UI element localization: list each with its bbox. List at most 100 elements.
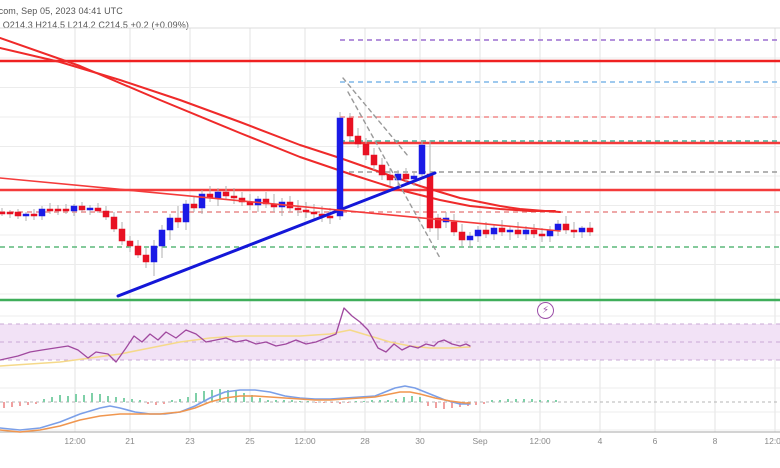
candle-body — [102, 210, 110, 218]
candle-body — [450, 221, 458, 233]
candle-body — [538, 233, 546, 237]
candle-body — [14, 211, 22, 217]
x-axis-tick-label: 8 — [712, 436, 718, 446]
macd-histogram-bar — [275, 400, 277, 402]
macd-histogram-bar — [147, 402, 149, 404]
candle-body — [142, 254, 150, 263]
macd-histogram-bar — [339, 402, 341, 404]
macd-histogram-bar — [107, 396, 109, 402]
macd-histogram-bar — [307, 401, 309, 402]
macd-histogram-bar — [491, 400, 493, 402]
candle-body — [286, 201, 294, 209]
candle-body — [434, 217, 442, 229]
macd-histogram-bar — [123, 398, 125, 402]
macd-histogram-bar — [387, 400, 389, 402]
macd-histogram-bar — [115, 397, 117, 402]
macd-signal-line — [0, 391, 471, 433]
candle-body — [522, 229, 530, 235]
x-axis-tick-label: 30 — [415, 436, 425, 446]
macd-histogram-bar — [379, 400, 381, 402]
macd-histogram-bar — [43, 399, 45, 402]
candle-body — [418, 144, 426, 175]
macd-histogram-bar — [195, 393, 197, 402]
macd-histogram-bar — [459, 402, 461, 407]
lightning-glyph: ⚡ — [541, 304, 550, 316]
candle-body — [326, 215, 334, 219]
macd-histogram-bar — [83, 395, 85, 402]
trendline-ascending-support-blue — [116, 171, 437, 298]
x-axis-tick-label: 12:00 — [764, 436, 780, 446]
candle-body — [174, 217, 182, 223]
x-axis-tick-label: 12:00 — [294, 436, 316, 446]
macd-histogram-bar — [347, 402, 349, 403]
candle-body — [386, 174, 394, 181]
candle-body — [46, 208, 54, 212]
x-axis-tick-label: 12:00 — [529, 436, 551, 446]
macd-histogram-bar — [403, 397, 405, 402]
candle-body — [506, 229, 514, 233]
macd-histogram-bar — [291, 400, 293, 402]
macd-histogram-bar — [75, 394, 77, 402]
candle-body — [490, 227, 498, 235]
stoch-band — [0, 324, 780, 360]
candle-body — [370, 154, 378, 166]
candle-body — [410, 175, 418, 180]
candle-body — [278, 201, 286, 208]
macd-histogram-bar — [475, 402, 477, 405]
candle-body — [554, 223, 562, 231]
candle-body — [126, 240, 134, 247]
candle-body — [378, 164, 386, 176]
candle-body — [586, 227, 594, 233]
candle-body — [222, 191, 230, 197]
candle-body — [30, 213, 38, 217]
macd-histogram-bar — [67, 396, 69, 402]
candle-body — [302, 209, 310, 213]
candle-body — [230, 195, 238, 199]
candle-body — [270, 203, 278, 208]
macd-histogram-bar — [395, 399, 397, 402]
macd-histogram-bar — [363, 401, 365, 402]
x-axis-tick-label: 21 — [125, 436, 135, 446]
lightning-badge-icon[interactable]: ⚡ — [537, 302, 554, 319]
candle-body — [110, 216, 118, 230]
candle-body — [262, 198, 270, 205]
macd-histogram-bar — [171, 400, 173, 402]
candle-body — [482, 229, 490, 235]
ohlc-legend: E O214.3 H214.5 L214.2 C214.5 +0.2 (+0.0… — [0, 20, 189, 30]
macd-histogram-bar — [219, 389, 221, 402]
macd-histogram-bar — [555, 400, 557, 402]
macd-histogram-bar — [19, 402, 21, 406]
candle-body — [458, 231, 466, 241]
candle-body — [0, 211, 6, 215]
macd-histogram-bar — [139, 400, 141, 402]
candle-body — [442, 217, 450, 223]
candle-body — [86, 207, 94, 211]
candle-body — [466, 235, 474, 241]
macd-line — [0, 385, 471, 431]
macd-histogram-bar — [11, 402, 13, 407]
macd-histogram-bar — [251, 395, 253, 402]
candle-body — [362, 143, 370, 156]
candle-body — [570, 229, 578, 233]
x-axis-tick-label: 6 — [652, 436, 658, 446]
macd-histogram-bar — [187, 397, 189, 402]
macd-histogram-bar — [51, 397, 53, 402]
macd-histogram-bar — [203, 391, 205, 402]
candle-body — [346, 117, 354, 137]
macd-histogram-bar — [299, 401, 301, 402]
macd-histogram-bar — [547, 400, 549, 402]
candle-body — [150, 245, 158, 263]
candle-body — [294, 207, 302, 211]
macd-histogram-bar — [371, 400, 373, 402]
candle-body — [310, 211, 318, 215]
candle-body — [118, 228, 126, 242]
stoch-k-line — [0, 307, 471, 363]
candle-body — [546, 229, 554, 237]
macd-histogram-bar — [27, 402, 29, 405]
candle-body — [530, 229, 538, 235]
ma-curve-ma-long-red — [0, 47, 561, 213]
stoch-ma-line — [0, 329, 471, 367]
candle-body — [514, 229, 522, 235]
x-axis-tick-label: 4 — [597, 436, 603, 446]
